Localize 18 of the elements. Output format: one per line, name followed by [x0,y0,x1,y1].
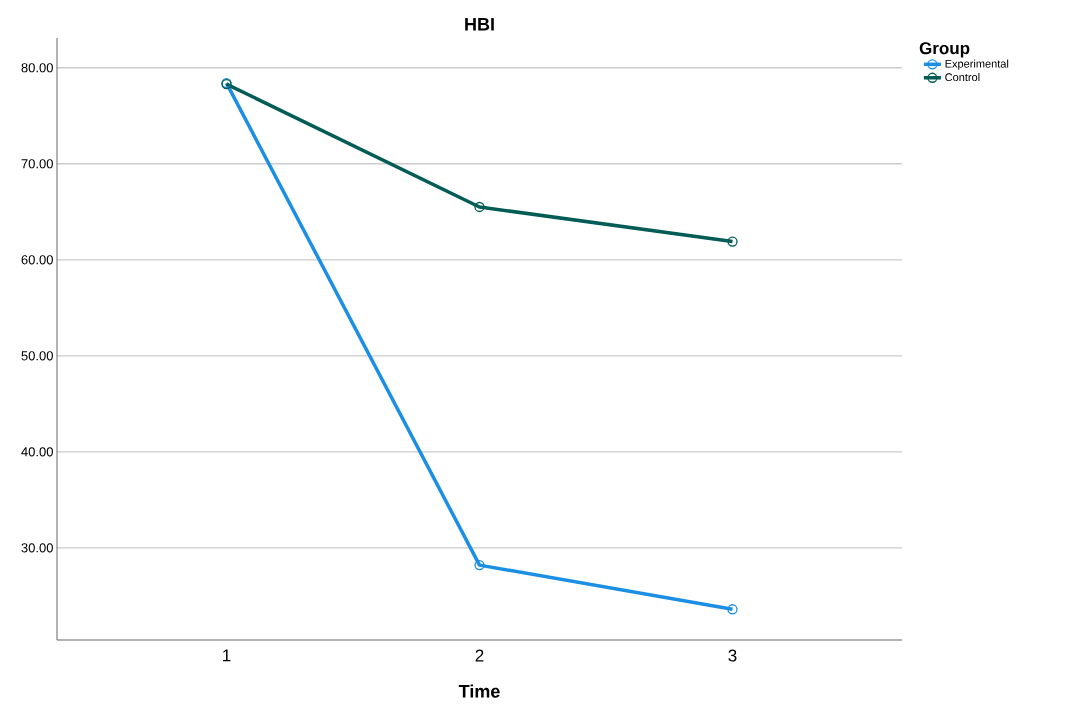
point [474,559,485,571]
y-tick-label: 50.00 [21,351,53,361]
y-tick-label: 80.00 [21,63,53,73]
y-tick-label: 30.00 [21,543,53,553]
legend-label: Control [945,73,980,82]
point [474,201,485,213]
x-tick-label: 1 [223,649,231,662]
x-tick-label: 2 [475,649,484,662]
legend-label: Experimental [945,59,1009,70]
y-tick-label: 40.00 [21,447,53,457]
x-tick-label: 3 [728,649,737,662]
chart-title: HBI [465,18,494,31]
legend-title: Group [919,42,970,58]
y-tick-label: 70.00 [21,159,53,169]
point [727,236,738,247]
x-axis-title: Time [458,684,500,698]
point [727,604,738,615]
y-tick-label: 60.00 [21,255,53,265]
